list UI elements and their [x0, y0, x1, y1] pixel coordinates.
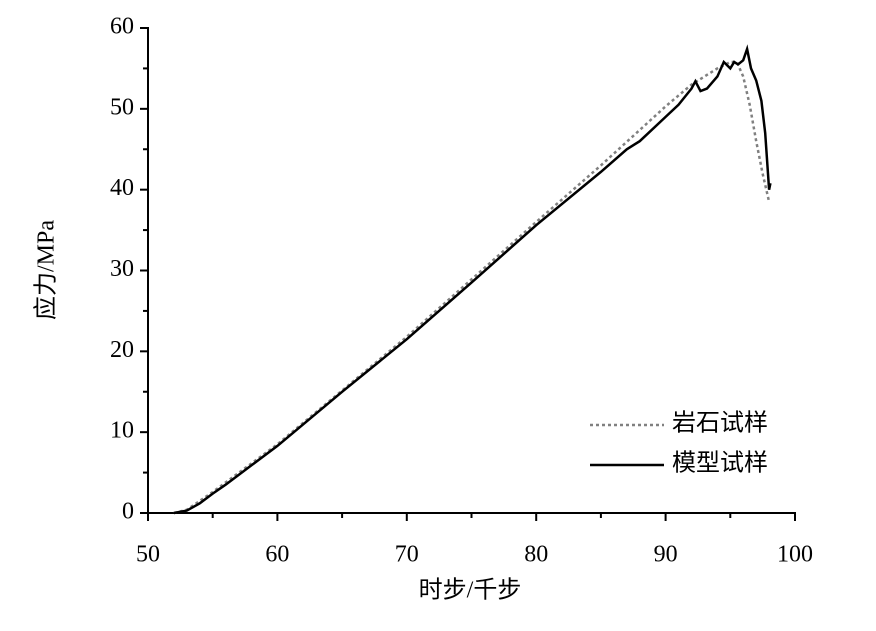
y-tick-label: 10	[110, 418, 134, 444]
x-tick-label: 90	[654, 542, 678, 568]
y-axis-label: 应力/MPa	[33, 220, 60, 320]
y-tick-label: 40	[110, 175, 134, 201]
x-tick-label: 70	[395, 542, 419, 568]
y-tick-label: 20	[110, 337, 134, 363]
series-line	[173, 60, 771, 515]
y-tick-label: 50	[110, 94, 134, 120]
series-line	[173, 44, 772, 515]
y-tick-label: 0	[122, 499, 134, 525]
x-tick-label: 100	[777, 542, 813, 568]
y-tick-label: 60	[110, 14, 134, 40]
legend-label: 岩石试样	[672, 410, 768, 437]
x-tick-label: 50	[136, 542, 160, 568]
legend-label: 模型试样	[672, 450, 768, 477]
y-tick-label: 30	[110, 256, 134, 282]
x-axis-label: 时步/千步	[419, 577, 522, 604]
x-tick-label: 80	[524, 542, 548, 568]
x-tick-label: 60	[265, 542, 289, 568]
